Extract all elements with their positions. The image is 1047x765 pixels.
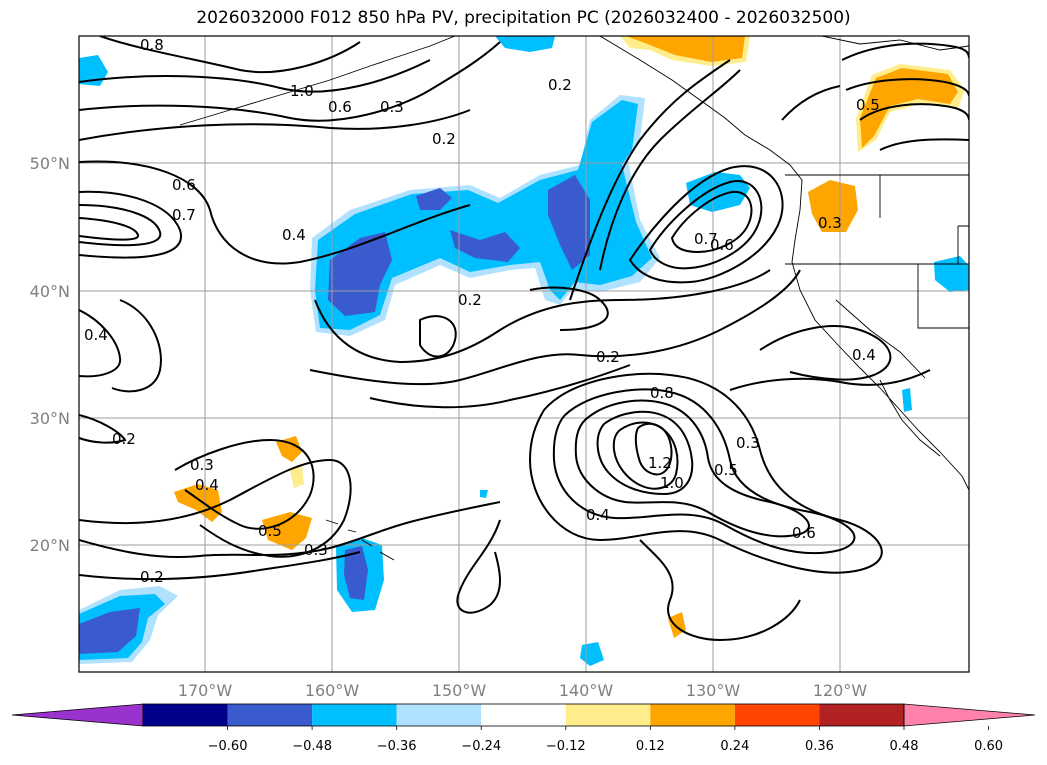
contour-label: 1.0 <box>290 82 314 100</box>
map-frame <box>78 35 970 673</box>
colorbar-tick-label: −0.48 <box>292 739 332 754</box>
neg-anomaly-top <box>495 36 555 52</box>
contour-label: 0.5 <box>714 461 738 479</box>
contour-label: 0.2 <box>112 430 136 448</box>
lon-label: 150°W <box>432 681 487 700</box>
pos-anomaly-w3 <box>276 436 302 462</box>
colorbar-tick-label: 0.12 <box>636 739 665 754</box>
contour-label: 0.3 <box>736 434 760 452</box>
contour-label: 0.4 <box>195 476 219 494</box>
graticule <box>79 36 969 672</box>
pos-anomaly-ne <box>860 68 958 148</box>
colorbar-segment <box>312 704 397 726</box>
colorbar-extend-low <box>11 703 144 727</box>
neg-anomaly-topleft <box>79 55 108 86</box>
contour-label: 1.0 <box>660 474 684 492</box>
lon-label: 140°W <box>559 681 614 700</box>
contour-label: 0.3 <box>190 456 214 474</box>
pos-anomaly-w2 <box>262 512 312 550</box>
contour-label: 0.8 <box>140 36 164 54</box>
lat-label: 50°N <box>30 154 70 173</box>
neg-anomaly-hawaii-core <box>344 546 368 600</box>
colorbar-segment <box>227 704 313 726</box>
contour-label: 0.4 <box>852 346 876 364</box>
colorbar-tick-label: 0.36 <box>805 739 834 754</box>
contour-label: 0.4 <box>84 326 108 344</box>
pos-anomaly-coast <box>808 180 858 232</box>
colorbar-extend-high <box>903 703 1036 727</box>
colorbar-tick-label: −0.36 <box>377 739 417 754</box>
neg-anomaly-small-2 <box>934 256 969 292</box>
colorbar-outline <box>142 703 905 727</box>
coastlines <box>179 36 969 561</box>
colorbar: −0.60 −0.48 −0.36 −0.24 −0.12 0.12 0.24 0.36 0.4… <box>11 703 1036 754</box>
neg-anomaly-core-2 <box>450 230 520 262</box>
colorbar-tick-label: 0.48 <box>890 739 919 754</box>
contour-label: 1.2 <box>648 454 672 472</box>
lon-label: 160°W <box>305 681 360 700</box>
contour-label: 0.6 <box>792 524 816 542</box>
colorbar-segment <box>565 704 651 726</box>
colorbar-tick-label: −0.24 <box>461 739 501 754</box>
lon-label: 120°W <box>813 681 868 700</box>
colorbar-segment <box>143 704 228 726</box>
lon-label: 130°W <box>686 681 741 700</box>
neg-anomaly-small-3 <box>902 388 912 412</box>
colorbar-segment <box>481 704 566 726</box>
pv-contours <box>79 36 969 642</box>
contour-label: 0.4 <box>282 226 306 244</box>
pos-anomaly-w4 <box>290 466 304 488</box>
contour-label: 0.3 <box>818 214 842 232</box>
neg-anomaly-core-3 <box>548 175 590 270</box>
map-background <box>79 36 969 672</box>
colorbar-tick-label: −0.60 <box>208 739 248 754</box>
lat-label: 30°N <box>30 409 70 428</box>
contour-label: 0.2 <box>596 348 620 366</box>
contour-label: 0.7 <box>694 230 718 248</box>
colorbar-tick-label: 0.60 <box>974 739 1003 754</box>
contour-labels: 0.2 0.2 0.2 0.2 0.2 0.2 0.3 0.3 0.3 0.3 … <box>84 36 880 586</box>
colorbar-tick-label: −0.12 <box>546 739 586 754</box>
contour-label: 0.3 <box>380 98 404 116</box>
contour-label: 0.6 <box>710 236 734 254</box>
lat-label: 40°N <box>30 282 70 301</box>
contour-label: 0.8 <box>650 384 674 402</box>
contour-label: 0.2 <box>432 130 456 148</box>
contour-label: 0.5 <box>258 522 282 540</box>
contour-label: 0.7 <box>172 206 196 224</box>
longitude-labels: 170°W 160°W 150°W 140°W 130°W 120°W <box>178 681 868 700</box>
colorbar-tick-label: 0.24 <box>720 739 749 754</box>
neg-anomaly-core-1 <box>328 232 392 316</box>
contour-label: 0.4 <box>586 506 610 524</box>
neg-anomaly-small-4 <box>480 490 488 498</box>
contour-label: 0.2 <box>548 76 572 94</box>
colorbar-segment <box>396 704 482 726</box>
map-title: 2026032000 F012 850 hPa PV, precipitatio… <box>196 8 851 28</box>
contour-label: 0.6 <box>328 98 352 116</box>
colorbar-segment <box>734 704 820 726</box>
contour-label: 0.2 <box>458 291 482 309</box>
pos-anomaly-top-1-core <box>626 36 745 62</box>
colorbar-segment <box>819 704 904 726</box>
contour-label: 0.2 <box>140 568 164 586</box>
contour-label: 0.3 <box>304 541 328 559</box>
neg-anomaly-sw-core <box>79 608 140 654</box>
neg-anomaly-band <box>315 100 652 330</box>
pos-anomaly-w1 <box>174 484 222 522</box>
lon-label: 170°W <box>178 681 233 700</box>
neg-anomaly-core-4 <box>416 188 452 210</box>
latitude-labels: 50°N 40°N 30°N 20°N <box>30 154 70 555</box>
contour-label: 0.6 <box>172 176 196 194</box>
contour-label: 0.5 <box>856 96 880 114</box>
precipitation-shading <box>79 36 969 666</box>
colorbar-segment <box>650 704 735 726</box>
lat-label: 20°N <box>30 536 70 555</box>
